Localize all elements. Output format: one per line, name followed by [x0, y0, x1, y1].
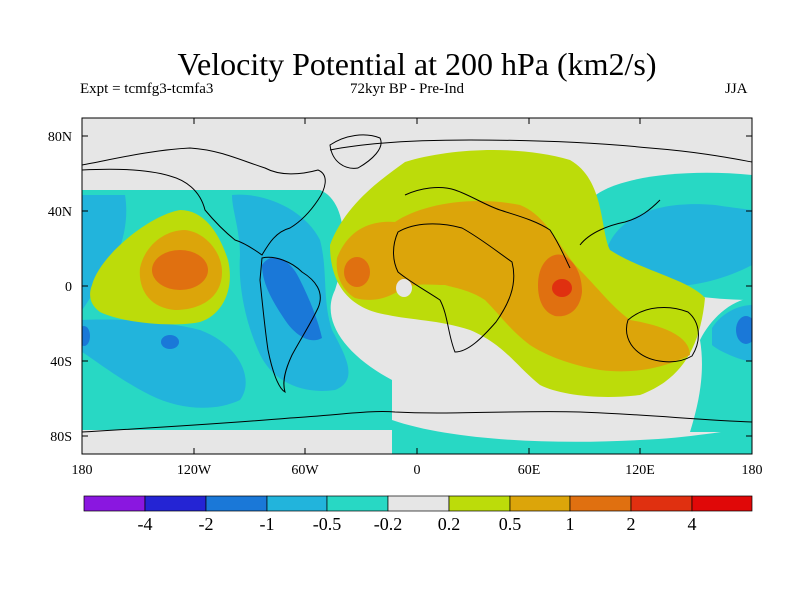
contour-blue-northpacific [82, 195, 127, 310]
colorbar-label: 1 [566, 514, 575, 534]
colorbar-label: 4 [688, 514, 697, 534]
colorbar: -4 -2 -1 -0.5 -0.2 0.2 0.5 1 2 4 [83, 495, 753, 534]
lat-label-40s: 40S [50, 355, 72, 370]
contour-blue-westpacific [605, 204, 752, 287]
contour-cyan-southern-band [392, 420, 752, 454]
colorbar-swatch [630, 495, 693, 512]
coast-greenland [329, 134, 382, 169]
colorbar-label: -0.5 [313, 514, 342, 534]
colorbar-label: 0.2 [438, 514, 461, 534]
colorbar-swatch [83, 495, 146, 512]
contour-darkorange-pacific [152, 250, 208, 290]
velocity-potential-field [82, 118, 752, 454]
colorbar-label: -4 [138, 514, 153, 534]
colorbar-swatch [387, 495, 450, 512]
coast-eurasia [329, 139, 752, 269]
period-label: 72kyr BP - Pre-Ind [350, 81, 465, 97]
contour-deepblue-southamerica [262, 257, 322, 341]
contour-orange-africa-asia [336, 201, 690, 372]
coast-south-america [259, 256, 321, 394]
contour-deepblue-eastedge [736, 316, 752, 344]
season-label: JJA [725, 81, 748, 97]
colorbar-swatch [205, 495, 268, 512]
latitude-axis: 80N 40N 0 40S 80S [48, 130, 752, 445]
colorbar-swatch [266, 495, 328, 512]
colorbar-swatch [326, 495, 389, 512]
contour-darkorange-atlantic [344, 257, 370, 287]
lon-label-60w: 60W [291, 463, 319, 478]
lon-label-180e: 180 [742, 463, 763, 478]
colorbar-label: 0.5 [499, 514, 522, 534]
contour-deepblue-small [161, 335, 179, 349]
experiment-label: Expt = tcmfg3-tcmfa3 [80, 81, 214, 97]
coast-north-america [82, 147, 326, 256]
colorbar-label: -1 [260, 514, 275, 534]
colorbar-swatch [569, 495, 632, 512]
contour-blue-southpacific [82, 319, 246, 408]
contour-red-core [552, 279, 572, 297]
figure-title: Velocity Potential at 200 hPa (km2/s) [177, 46, 657, 82]
contour-deepblue-westedge [82, 326, 90, 346]
lat-label-40n: 40N [48, 205, 72, 220]
colorbar-swatch [448, 495, 511, 512]
lon-label-0: 0 [414, 463, 421, 478]
colorbar-label: 2 [627, 514, 636, 534]
coast-antarctica [82, 411, 752, 433]
coast-africa [393, 223, 515, 353]
colorbar-label: -2 [199, 514, 214, 534]
lon-label-120w: 120W [177, 463, 212, 478]
lat-label-80s: 80S [50, 430, 72, 445]
lon-label-180w: 180 [72, 463, 93, 478]
coastlines [82, 134, 752, 433]
contour-neutral-hole [396, 279, 412, 297]
colorbar-swatch [509, 495, 571, 512]
colorbar-label: -0.2 [374, 514, 403, 534]
lon-label-60e: 60E [518, 463, 541, 478]
longitude-axis: 180 120W 60W 0 60E 120E 180 [72, 118, 763, 478]
lon-label-120e: 120E [625, 463, 655, 478]
colorbar-swatch [144, 495, 207, 512]
colorbar-swatch [691, 495, 753, 512]
lat-label-eq: 0 [65, 280, 72, 295]
coast-australia [625, 307, 699, 363]
lat-label-80n: 80N [48, 130, 72, 145]
